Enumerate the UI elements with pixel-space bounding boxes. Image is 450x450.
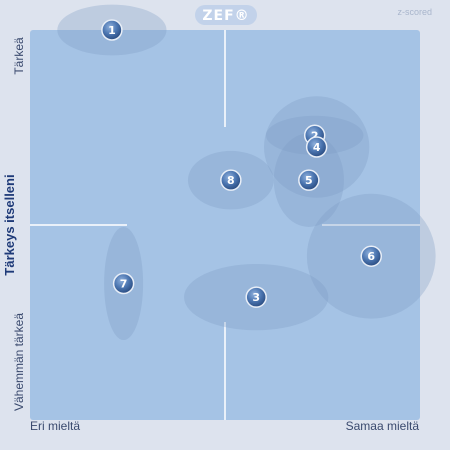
marker-circle-7 [112, 272, 135, 295]
x-axis-label-right: Samaa mieltä [346, 419, 420, 433]
plot-area [30, 30, 420, 420]
statement-markers: 1 2 3 4 5 6 7 8 [101, 19, 382, 308]
statement-marker-8[interactable]: 8 [220, 169, 242, 191]
statement-marker-5[interactable]: 5 [298, 169, 320, 191]
marker-label-2: 2 [311, 129, 319, 142]
marker-label-6: 6 [367, 250, 375, 263]
marker-circle-3 [245, 286, 267, 308]
marker-label-7: 7 [120, 278, 128, 291]
marker-circle-8 [220, 169, 242, 191]
statement-marker-1[interactable]: 1 [101, 19, 123, 41]
marker-label-1: 1 [108, 24, 116, 37]
statement-marker-4[interactable]: 4 [305, 136, 328, 158]
marker-circle-5 [298, 169, 320, 191]
marker-label-5: 5 [305, 174, 313, 187]
marker-label-3: 3 [252, 291, 260, 304]
zef-logo: ZEF® [195, 5, 257, 25]
marker-circle-4 [305, 136, 328, 158]
logo-text: ZEF® [202, 8, 249, 24]
y-axis-label-top: Tärkeä [12, 37, 26, 75]
scale-label: z-scored [397, 7, 432, 17]
statement-marker-6[interactable]: 6 [360, 245, 382, 267]
marker-circle-1 [101, 19, 123, 41]
y-axis-label-bottom: Vähemmän tärkeä [12, 313, 26, 411]
marker-circle-6 [360, 245, 382, 267]
statement-marker-3[interactable]: 3 [245, 286, 267, 308]
marker-label-4: 4 [313, 141, 321, 154]
marker-label-8: 8 [227, 174, 235, 187]
x-axis-label-left: Eri mieltä [30, 419, 80, 433]
statement-marker-7[interactable]: 7 [112, 272, 135, 295]
y-axis-title: Tärkeys itselleni [2, 174, 17, 275]
